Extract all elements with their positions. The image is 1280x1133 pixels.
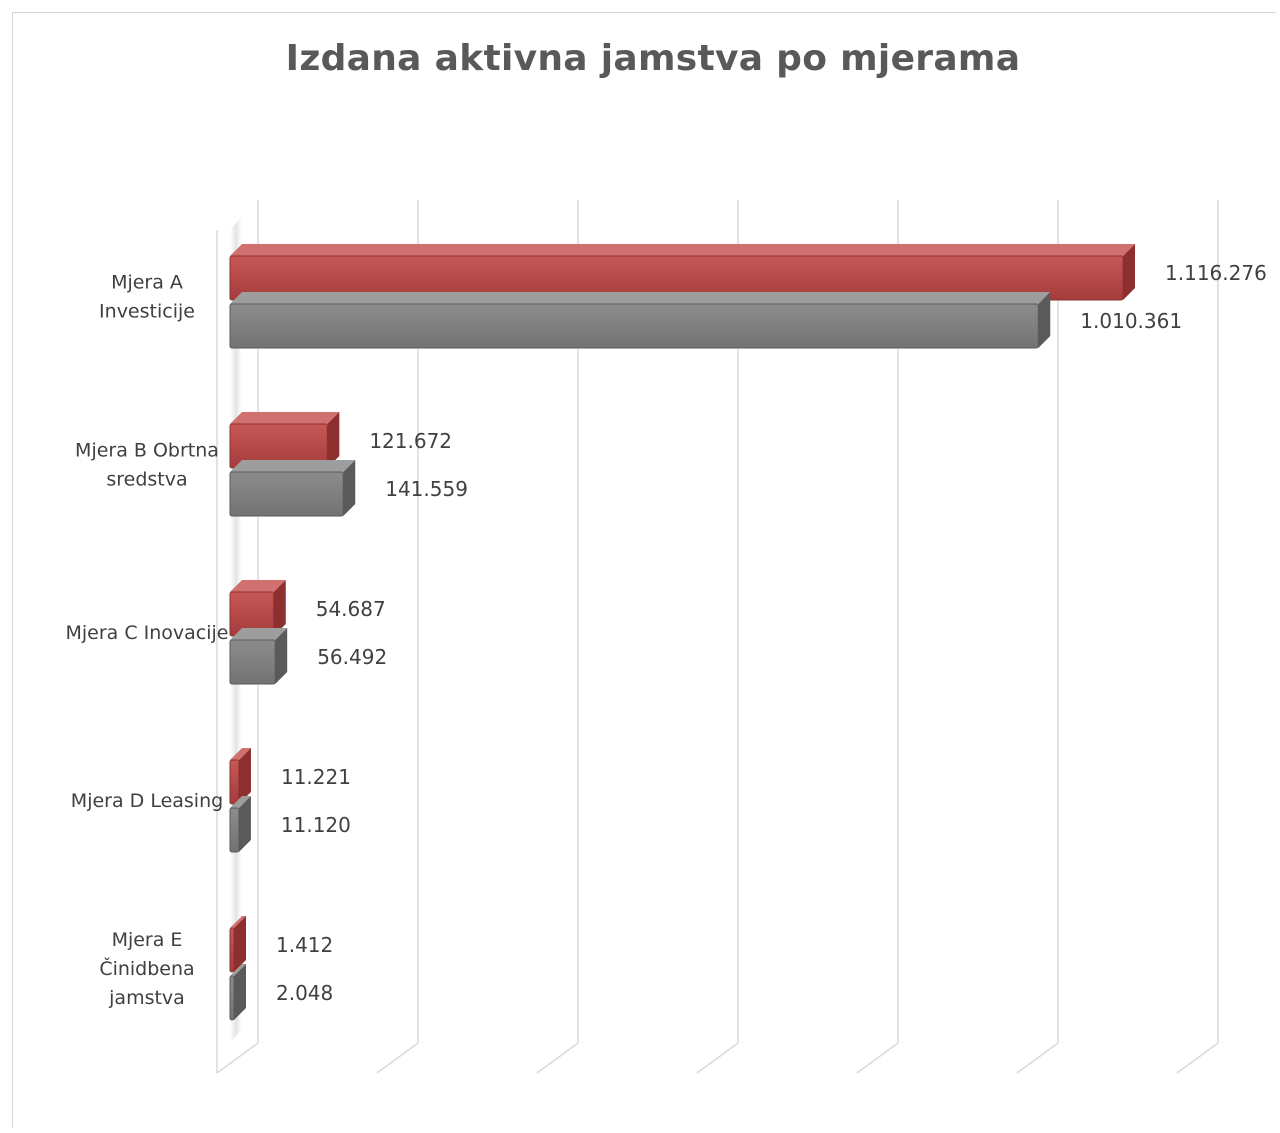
data-label: 1.412 — [276, 933, 333, 957]
data-label: 56.492 — [317, 645, 387, 669]
bar-top-face — [230, 916, 246, 928]
data-label: 11.120 — [281, 813, 351, 837]
bar-end-face — [275, 628, 288, 684]
bar — [229, 580, 286, 637]
bar — [229, 628, 288, 685]
bar-end-face — [1123, 244, 1136, 300]
bar-end-face — [238, 748, 251, 804]
category-label: Mjera E — [112, 929, 183, 951]
category-label: jamstva — [108, 987, 185, 1009]
category-label: Mjera C Inovacije — [65, 622, 228, 644]
bar-end-face — [273, 580, 286, 636]
bar-front-face — [229, 639, 276, 685]
bar-top-face — [230, 460, 356, 472]
data-label: 54.687 — [316, 597, 386, 621]
bar — [229, 244, 1136, 301]
bar — [229, 412, 340, 469]
floor-gridline — [1176, 1042, 1219, 1074]
floor-gridline — [536, 1042, 579, 1074]
bar-front-face — [229, 759, 240, 805]
category-label: Mjera D Leasing — [71, 790, 223, 812]
data-label: 121.672 — [369, 429, 452, 453]
bar-end-face — [234, 916, 246, 972]
category-label: Činidbena — [99, 956, 194, 980]
bar-top-face — [230, 292, 1051, 304]
bar — [229, 292, 1051, 349]
data-label: 141.559 — [385, 477, 468, 501]
bar-end-face — [238, 796, 251, 852]
bar — [229, 916, 246, 973]
bar-top-face — [230, 412, 340, 424]
floor-gridline — [376, 1042, 419, 1074]
category-label: Investicije — [99, 301, 195, 323]
data-label: 1.010.361 — [1080, 309, 1182, 333]
bar-top-face — [230, 244, 1136, 256]
data-label: 1.116.276 — [1165, 261, 1267, 285]
data-label: 2.048 — [276, 981, 333, 1005]
category-label: sredstva — [106, 469, 187, 491]
category-label: Mjera A — [111, 272, 183, 294]
floor-gridline — [696, 1042, 739, 1074]
bar — [229, 748, 251, 805]
bar-end-face — [1038, 292, 1051, 348]
bar-front-face — [229, 303, 1039, 349]
bar-top-face — [230, 628, 288, 640]
bar-end-face — [234, 964, 246, 1020]
bar — [229, 796, 251, 853]
chart-title: Izdana aktivna jamstva po mjerama — [285, 38, 1021, 79]
floor-gridline — [856, 1042, 899, 1074]
chart-frame — [12, 12, 1276, 1128]
data-label: 11.221 — [281, 765, 351, 789]
bar-end-face — [343, 460, 356, 516]
bar-front-face — [229, 807, 240, 853]
bar-top-face — [230, 580, 286, 592]
bar-top-face — [230, 796, 251, 808]
bar-front-face — [229, 927, 235, 973]
floor-gridline — [216, 1042, 259, 1074]
bar-end-face — [327, 412, 340, 468]
bar-front-face — [229, 975, 235, 1021]
bar — [229, 460, 356, 517]
bar — [229, 964, 246, 1021]
floor-gridline — [1016, 1042, 1059, 1074]
bar-top-face — [230, 748, 251, 760]
bar-top-face — [230, 964, 246, 976]
bar-front-face — [229, 471, 344, 517]
category-label: Mjera B Obrtna — [75, 440, 219, 462]
